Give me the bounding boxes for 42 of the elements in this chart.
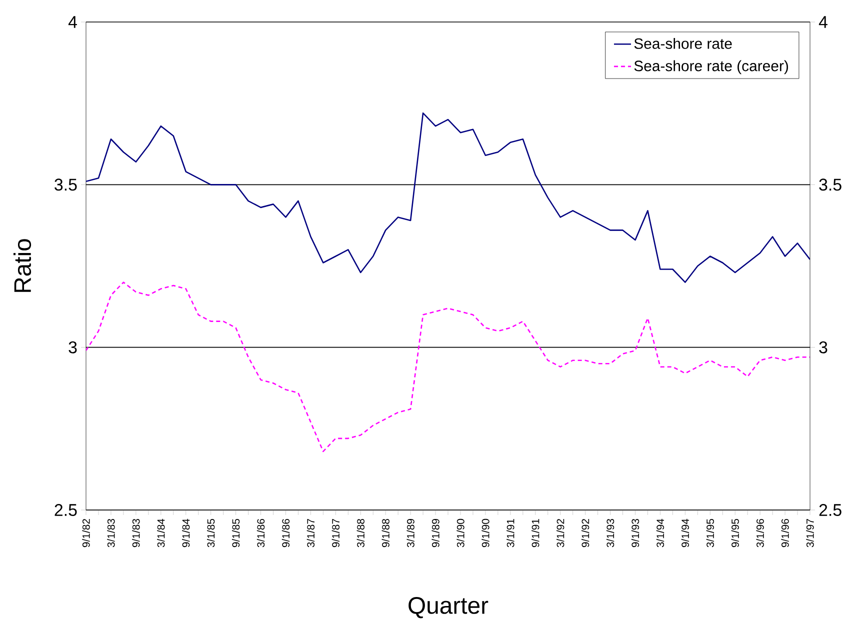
y2-tick-label: 2.5	[819, 504, 842, 516]
x-tick-label: 3/1/89	[406, 519, 414, 548]
x-tick-label: 9/1/91	[532, 519, 540, 548]
y2-tick-label: 4	[818, 16, 828, 28]
x-tick-label: 9/1/95	[731, 518, 739, 548]
x-tick-label: 9/1/89	[432, 519, 440, 548]
y2-tick-label: 3.5	[819, 178, 842, 191]
y2-tick-label: 3	[819, 341, 828, 354]
x-tick-label: 3/1/87	[306, 519, 315, 548]
x-tick-label: 9/1/88	[382, 518, 390, 548]
x-tick-label: 3/1/97	[806, 519, 814, 548]
x-tick-label: 9/1/90	[482, 518, 490, 548]
x-tick-label: 9/1/87	[332, 519, 340, 548]
x-tick-label: 3/1/95	[706, 518, 714, 548]
y-tick-label: 4	[68, 16, 77, 28]
legend-label: Sea-shore rate (career)	[634, 60, 788, 74]
x-tick-label: 3/1/86	[256, 518, 265, 548]
x-tick-label: 3/1/88	[356, 518, 364, 548]
x-tick-label: 9/1/85	[232, 518, 240, 548]
x-tick-label: 3/1/94	[656, 518, 664, 548]
x-tick-label: 9/1/83	[132, 518, 140, 548]
x-tick-label: 9/1/86	[282, 518, 290, 548]
y-tick-label: 3.5	[54, 178, 77, 191]
x-tick-label: 3/1/91	[506, 519, 514, 548]
x-tick-label: 9/1/94	[681, 518, 690, 548]
x-tick-label: 9/1/92	[581, 519, 590, 548]
x-tick-label: 3/1/84	[157, 518, 165, 548]
y-tick-label: 2.5	[54, 504, 77, 516]
y-axis-title: Ratio	[14, 239, 32, 292]
y-tick-label: 3	[68, 341, 77, 354]
x-tick-label: 9/1/96	[781, 518, 789, 548]
legend-label: Sea-shore rate	[634, 38, 732, 49]
x-tick-label: 9/1/82	[82, 519, 90, 548]
x-tick-label: 3/1/93	[606, 518, 614, 548]
x-axis-title: Quarter	[408, 597, 488, 618]
x-tick-label: 3/1/96	[756, 518, 764, 548]
x-tick-label: 9/1/84	[182, 518, 190, 548]
x-tick-label: 3/1/90	[456, 518, 464, 548]
x-tick-label: 9/1/93	[631, 518, 640, 548]
x-tick-label: 3/1/83	[107, 518, 115, 548]
x-tick-label: 3/1/85	[206, 518, 215, 548]
x-tick-label: 3/1/92	[556, 519, 564, 548]
